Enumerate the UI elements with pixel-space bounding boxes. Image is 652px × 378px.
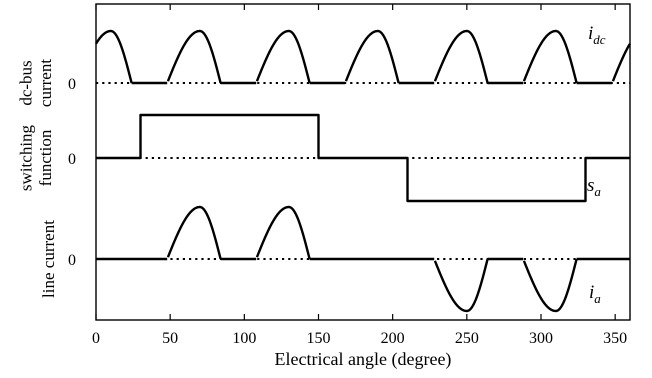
- panel-ylabel: switchingfunction: [16, 124, 55, 191]
- x-tick-label: 50: [162, 330, 178, 347]
- panel-ylabel: line current: [39, 220, 58, 298]
- series-label: ia: [589, 282, 601, 306]
- plot-frame: [95, 3, 631, 321]
- zero-lines-layer: [96, 82, 630, 260]
- series-label-main: i: [588, 23, 593, 44]
- series-line: [96, 113, 630, 203]
- panel-ylabel-line: line current: [39, 220, 58, 298]
- x-ticks-layer: [95, 4, 616, 320]
- panel-ylabel-line: function: [36, 129, 55, 186]
- series-label-sub: a: [594, 291, 601, 306]
- curves-layer: [94, 29, 632, 313]
- zero-tick-label: 0: [68, 151, 76, 168]
- x-axis-title: Electrical angle (degree): [275, 349, 452, 370]
- x-tick-label: 0: [92, 330, 100, 347]
- series-line: [94, 29, 632, 85]
- x-tick-label: 300: [529, 330, 553, 347]
- series-label-sub: a: [594, 184, 601, 199]
- x-tick-label: 350: [603, 330, 627, 347]
- panel-ylabel: dc-buscurrent: [16, 59, 55, 107]
- series-label-main: s: [587, 175, 594, 196]
- series-line: [96, 205, 630, 313]
- series-label-sub: dc: [593, 32, 606, 47]
- zero-tick-label: 0: [68, 252, 76, 269]
- panel-ylabel-line: current: [36, 59, 55, 107]
- series-label: idc: [588, 23, 606, 47]
- panel-ylabel-line: dc-bus: [16, 60, 35, 105]
- series-label: sa: [587, 175, 601, 199]
- zero-tick-label: 0: [68, 76, 76, 93]
- x-tick-label: 200: [381, 330, 405, 347]
- x-tick-label: 100: [232, 330, 256, 347]
- x-tick-label: 150: [307, 330, 331, 347]
- panel-ylabel-line: switching: [16, 124, 35, 191]
- x-tick-label: 250: [455, 330, 479, 347]
- series-label-main: i: [589, 282, 594, 303]
